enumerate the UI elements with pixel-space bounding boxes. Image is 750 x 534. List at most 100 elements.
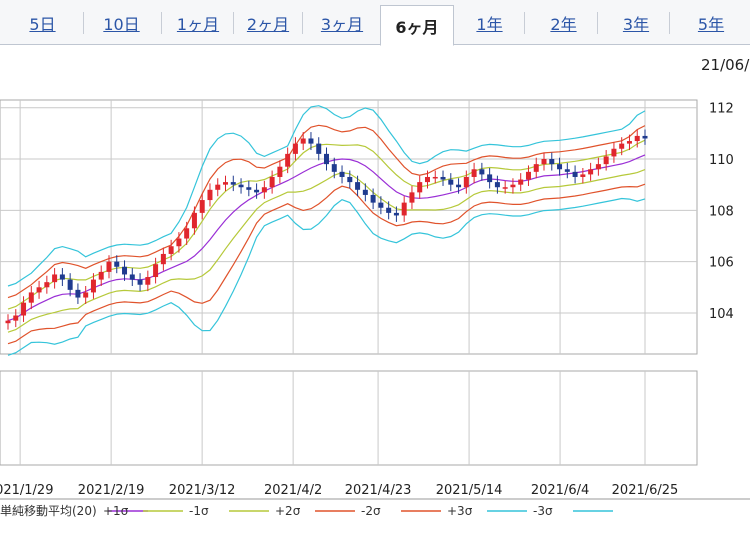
candle-body (448, 179, 454, 185)
candle-body (525, 171, 531, 180)
candle-body (588, 169, 594, 175)
candle-body (603, 156, 609, 165)
tab-5[interactable]: 6ヶ月 (380, 5, 454, 46)
tab-separator (524, 12, 525, 34)
candle-body (479, 169, 485, 175)
tab-separator (302, 12, 303, 34)
band-1sigma-upper (7, 139, 646, 310)
legend-label: +2σ (275, 504, 301, 518)
candle-body (292, 143, 298, 154)
x-tick-label: 2021/2/19 (78, 483, 145, 498)
y-tick-label: 112 (709, 102, 734, 117)
candle-body (549, 159, 555, 165)
candle-body (223, 182, 229, 185)
candle-body (67, 279, 73, 290)
candle-body (254, 189, 260, 193)
x-tick-label: 2021/5/14 (436, 483, 503, 498)
tab-3[interactable]: 2ヶ月 (246, 15, 290, 34)
candle-body (378, 202, 384, 208)
candle-body (572, 171, 578, 177)
y-tick-label: 110 (709, 153, 734, 168)
candle-body (541, 159, 547, 165)
tab-2[interactable]: 1ヶ月 (176, 15, 220, 34)
candle-body (339, 171, 345, 177)
date-label: 21/06/ (701, 56, 750, 74)
candle-body (355, 182, 361, 190)
candle-body (619, 143, 625, 149)
band-2sigma-upper (7, 124, 646, 299)
tab-separator (233, 12, 234, 34)
candle-body (44, 282, 50, 288)
legend-label: -1σ (189, 504, 209, 518)
candle-body (238, 184, 244, 188)
candle-body (424, 176, 430, 183)
period-tabs: 5日 10日 1ヶ月 2ヶ月 3ヶ月 6ヶ月 1年 2年 3年 5年 (0, 0, 750, 46)
candle-body (160, 253, 166, 265)
candle-body (21, 302, 27, 316)
candle-body (28, 292, 34, 303)
legend-label: 単純移動平均(20) (0, 504, 97, 518)
candle-body (386, 207, 392, 213)
candle-body (98, 271, 104, 280)
candle-body (199, 200, 205, 213)
x-tick-label: 2021/1/29 (0, 483, 53, 498)
tab-0[interactable]: 5日 (29, 15, 56, 34)
tab-6[interactable]: 1年 (476, 15, 503, 34)
candle-body (261, 187, 267, 193)
candle-body (417, 182, 423, 193)
candle-body (269, 176, 275, 188)
x-tick-label: 2021/6/4 (531, 483, 589, 498)
candle-body (409, 192, 415, 203)
candle-body (564, 169, 570, 172)
candle-body (277, 166, 283, 177)
candle-body (626, 141, 632, 144)
candle-body (557, 164, 563, 170)
candle-body (176, 238, 182, 247)
candle-body (137, 279, 143, 285)
candle-body (168, 246, 174, 254)
candle-body (502, 187, 508, 189)
tab-separator (669, 12, 670, 34)
tab-4[interactable]: 3ヶ月 (320, 15, 364, 34)
candle-body (362, 189, 368, 195)
tab-separator (83, 12, 84, 34)
candle-body (246, 187, 252, 190)
candle-body (331, 164, 337, 172)
candle-body (230, 182, 236, 185)
candle-body (75, 289, 81, 298)
candle-body (36, 287, 42, 293)
legend-label: -3σ (533, 504, 553, 518)
candle-body (642, 135, 648, 139)
candle-body (440, 176, 446, 180)
y-tick-label: 106 (709, 256, 734, 271)
tab-8[interactable]: 3年 (622, 15, 650, 34)
candle-body (611, 148, 617, 157)
band-2sigma-lower (7, 183, 646, 345)
candle-body (300, 138, 306, 144)
candle-body (5, 320, 11, 324)
candle-body (13, 315, 19, 321)
price-panel (0, 99, 698, 355)
tab-1[interactable]: 10日 (103, 15, 140, 34)
candle-body (316, 143, 322, 154)
candle-body (59, 274, 65, 280)
candle-body (215, 184, 221, 190)
candle-body (634, 135, 640, 142)
candle-body (191, 212, 197, 229)
x-tick-label: 2021/6/25 (612, 483, 679, 498)
tab-7[interactable]: 2年 (550, 15, 577, 34)
candle-body (324, 153, 329, 165)
candle-body (595, 164, 601, 170)
volume-panel (0, 370, 698, 466)
x-tick-label: 2021/3/12 (169, 483, 236, 498)
candle-body (122, 266, 128, 275)
candle-body (129, 274, 135, 280)
candle-body (347, 176, 353, 183)
candle-body (494, 182, 500, 188)
tab-9[interactable]: 5年 (697, 15, 725, 34)
candle-body (456, 184, 462, 188)
legend-label: -2σ (361, 504, 381, 518)
candle-body (153, 264, 159, 278)
candle-body (393, 212, 399, 216)
candle-body (184, 228, 190, 239)
